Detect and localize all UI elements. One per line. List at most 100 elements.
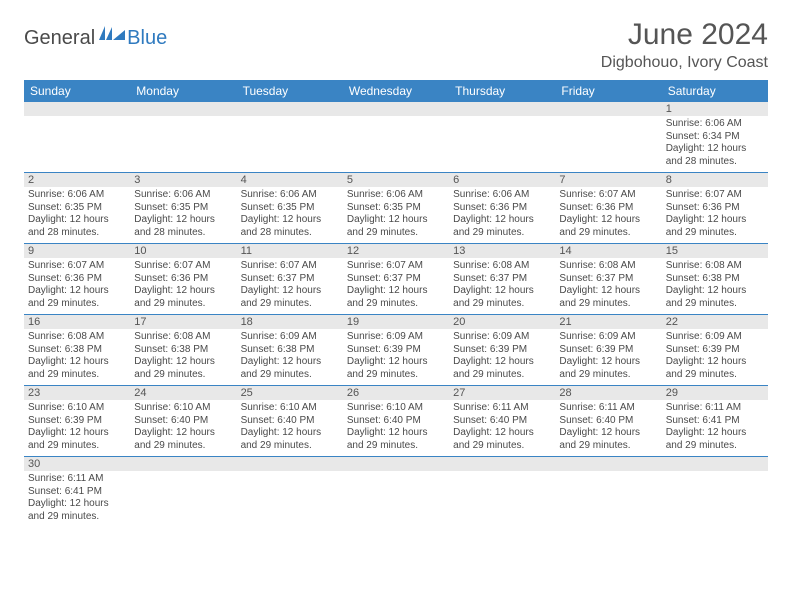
sunrise-line: Sunrise: 6:11 AM xyxy=(28,473,126,486)
sunset-line: Sunset: 6:39 PM xyxy=(347,344,445,357)
day-cell-20: Sunrise: 6:09 AMSunset: 6:39 PMDaylight:… xyxy=(449,329,555,385)
sunset-line: Sunset: 6:40 PM xyxy=(453,415,551,428)
day-number-19: 19 xyxy=(343,315,449,329)
daynum-row: 2345678 xyxy=(24,173,768,187)
daylight-line: Daylight: 12 hours and 29 minutes. xyxy=(134,356,232,381)
daylight-line: Daylight: 12 hours and 29 minutes. xyxy=(347,356,445,381)
sunrise-line: Sunrise: 6:10 AM xyxy=(347,402,445,415)
daylight-line: Daylight: 12 hours and 29 minutes. xyxy=(134,285,232,310)
daynum-row: 16171819202122 xyxy=(24,315,768,329)
sunset-line: Sunset: 6:37 PM xyxy=(453,273,551,286)
weekday-friday: Friday xyxy=(555,80,661,102)
day-cell-2: Sunrise: 6:06 AMSunset: 6:35 PMDaylight:… xyxy=(24,187,130,243)
day-number-17: 17 xyxy=(130,315,236,329)
sunset-line: Sunset: 6:39 PM xyxy=(559,344,657,357)
flag-icon xyxy=(99,26,125,49)
week-row: Sunrise: 6:06 AMSunset: 6:35 PMDaylight:… xyxy=(24,187,768,244)
day-cell-5: Sunrise: 6:06 AMSunset: 6:35 PMDaylight:… xyxy=(343,187,449,243)
sunset-line: Sunset: 6:36 PM xyxy=(666,202,764,215)
empty-cell xyxy=(662,471,768,527)
empty-cell xyxy=(662,457,768,471)
day-number-29: 29 xyxy=(662,386,768,400)
sunrise-line: Sunrise: 6:08 AM xyxy=(453,260,551,273)
day-cell-14: Sunrise: 6:08 AMSunset: 6:37 PMDaylight:… xyxy=(555,258,661,314)
weekday-sunday: Sunday xyxy=(24,80,130,102)
month-title: June 2024 xyxy=(601,18,768,52)
day-number-25: 25 xyxy=(237,386,343,400)
calendar: SundayMondayTuesdayWednesdayThursdayFrid… xyxy=(24,80,768,527)
sunset-line: Sunset: 6:35 PM xyxy=(241,202,339,215)
sunrise-line: Sunrise: 6:09 AM xyxy=(453,331,551,344)
day-cell-16: Sunrise: 6:08 AMSunset: 6:38 PMDaylight:… xyxy=(24,329,130,385)
daynum-row: 23242526272829 xyxy=(24,386,768,400)
weekday-tuesday: Tuesday xyxy=(237,80,343,102)
sunset-line: Sunset: 6:41 PM xyxy=(666,415,764,428)
sunset-line: Sunset: 6:39 PM xyxy=(453,344,551,357)
empty-cell xyxy=(343,457,449,471)
day-number-3: 3 xyxy=(130,173,236,187)
sunrise-line: Sunrise: 6:07 AM xyxy=(241,260,339,273)
daylight-line: Daylight: 12 hours and 29 minutes. xyxy=(666,356,764,381)
daylight-line: Daylight: 12 hours and 28 minutes. xyxy=(28,214,126,239)
day-number-15: 15 xyxy=(662,244,768,258)
empty-cell xyxy=(343,471,449,527)
daylight-line: Daylight: 12 hours and 28 minutes. xyxy=(666,143,764,168)
weekday-header-row: SundayMondayTuesdayWednesdayThursdayFrid… xyxy=(24,80,768,102)
day-number-2: 2 xyxy=(24,173,130,187)
sunset-line: Sunset: 6:40 PM xyxy=(559,415,657,428)
day-number-7: 7 xyxy=(555,173,661,187)
day-cell-10: Sunrise: 6:07 AMSunset: 6:36 PMDaylight:… xyxy=(130,258,236,314)
empty-cell xyxy=(555,457,661,471)
daylight-line: Daylight: 12 hours and 29 minutes. xyxy=(453,214,551,239)
sunrise-line: Sunrise: 6:10 AM xyxy=(28,402,126,415)
empty-cell xyxy=(130,116,236,172)
location-label: Digbohouo, Ivory Coast xyxy=(601,54,768,72)
sunset-line: Sunset: 6:38 PM xyxy=(241,344,339,357)
weekday-wednesday: Wednesday xyxy=(343,80,449,102)
weekday-saturday: Saturday xyxy=(662,80,768,102)
week-row: Sunrise: 6:07 AMSunset: 6:36 PMDaylight:… xyxy=(24,258,768,315)
empty-cell xyxy=(555,116,661,172)
daynum-row: 1 xyxy=(24,102,768,116)
sunset-line: Sunset: 6:38 PM xyxy=(666,273,764,286)
daylight-line: Daylight: 12 hours and 29 minutes. xyxy=(453,427,551,452)
sunrise-line: Sunrise: 6:11 AM xyxy=(666,402,764,415)
empty-cell xyxy=(237,116,343,172)
sunrise-line: Sunrise: 6:07 AM xyxy=(28,260,126,273)
empty-cell xyxy=(449,457,555,471)
title-block: June 2024 Digbohouo, Ivory Coast xyxy=(601,18,768,72)
empty-cell xyxy=(130,102,236,116)
daylight-line: Daylight: 12 hours and 29 minutes. xyxy=(559,427,657,452)
day-number-27: 27 xyxy=(449,386,555,400)
daylight-line: Daylight: 12 hours and 29 minutes. xyxy=(347,285,445,310)
day-cell-12: Sunrise: 6:07 AMSunset: 6:37 PMDaylight:… xyxy=(343,258,449,314)
day-number-20: 20 xyxy=(449,315,555,329)
empty-cell xyxy=(130,471,236,527)
sunset-line: Sunset: 6:35 PM xyxy=(347,202,445,215)
day-number-12: 12 xyxy=(343,244,449,258)
daynum-row: 9101112131415 xyxy=(24,244,768,258)
sunrise-line: Sunrise: 6:08 AM xyxy=(559,260,657,273)
day-number-16: 16 xyxy=(24,315,130,329)
day-cell-17: Sunrise: 6:08 AMSunset: 6:38 PMDaylight:… xyxy=(130,329,236,385)
day-cell-9: Sunrise: 6:07 AMSunset: 6:36 PMDaylight:… xyxy=(24,258,130,314)
day-number-21: 21 xyxy=(555,315,661,329)
brand-general: General xyxy=(24,27,95,50)
day-cell-6: Sunrise: 6:06 AMSunset: 6:36 PMDaylight:… xyxy=(449,187,555,243)
sunrise-line: Sunrise: 6:09 AM xyxy=(559,331,657,344)
day-number-1: 1 xyxy=(662,102,768,116)
day-cell-21: Sunrise: 6:09 AMSunset: 6:39 PMDaylight:… xyxy=(555,329,661,385)
week-row: Sunrise: 6:11 AMSunset: 6:41 PMDaylight:… xyxy=(24,471,768,527)
sunset-line: Sunset: 6:35 PM xyxy=(134,202,232,215)
sunset-line: Sunset: 6:40 PM xyxy=(241,415,339,428)
daylight-line: Daylight: 12 hours and 29 minutes. xyxy=(28,498,126,523)
day-cell-18: Sunrise: 6:09 AMSunset: 6:38 PMDaylight:… xyxy=(237,329,343,385)
day-cell-27: Sunrise: 6:11 AMSunset: 6:40 PMDaylight:… xyxy=(449,400,555,456)
daylight-line: Daylight: 12 hours and 29 minutes. xyxy=(241,356,339,381)
sunrise-line: Sunrise: 6:07 AM xyxy=(134,260,232,273)
sunrise-line: Sunrise: 6:09 AM xyxy=(666,331,764,344)
sunset-line: Sunset: 6:34 PM xyxy=(666,131,764,144)
daylight-line: Daylight: 12 hours and 29 minutes. xyxy=(347,427,445,452)
day-cell-19: Sunrise: 6:09 AMSunset: 6:39 PMDaylight:… xyxy=(343,329,449,385)
sunrise-line: Sunrise: 6:08 AM xyxy=(666,260,764,273)
